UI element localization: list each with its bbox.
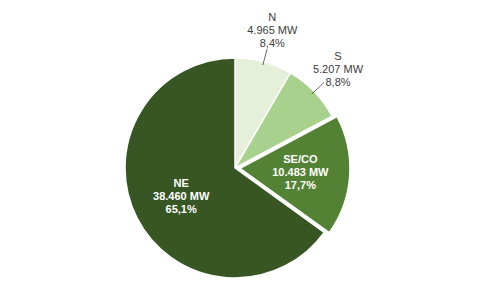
- leader-line: [312, 83, 324, 94]
- pie-chart: N4.965 MW8,4% S5.207 MW8,8% SE/CO10.483 MW…: [0, 0, 480, 288]
- chart-container: N4.965 MW8,4% S5.207 MW8,8% SE/CO10.483 MW…: [0, 0, 480, 288]
- category-label: N: [268, 11, 276, 23]
- category-label: S: [334, 50, 341, 62]
- percentage-label: 8,8%: [325, 76, 350, 88]
- value-label: 4.965 MW: [247, 24, 298, 36]
- percentage-label: 17,7%: [285, 179, 316, 191]
- percentage-label: 8,4%: [260, 37, 285, 49]
- value-label: 5.207 MW: [313, 63, 364, 75]
- category-label: NE: [174, 177, 189, 189]
- value-label: 38.460 MW: [153, 190, 210, 202]
- value-label: 10.483 MW: [272, 166, 329, 178]
- percentage-label: 65,1%: [166, 203, 197, 215]
- category-label: SE/CO: [283, 153, 318, 165]
- labels: N4.965 MW8,4% S5.207 MW8,8% SE/CO10.483 MW…: [153, 11, 364, 215]
- slices: [125, 58, 350, 278]
- leader-line: [263, 49, 267, 65]
